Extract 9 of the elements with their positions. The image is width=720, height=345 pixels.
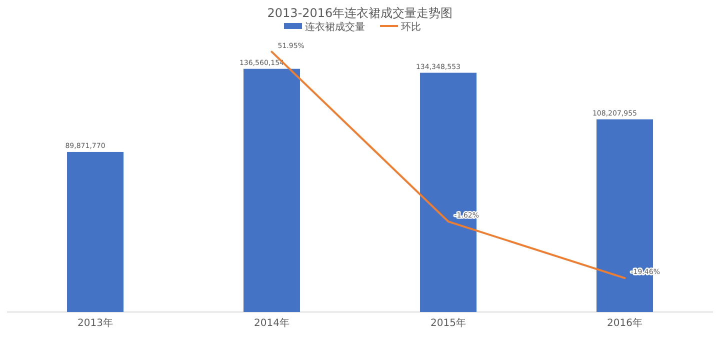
legend-label: 环比 (401, 21, 421, 33)
x-tick-label: 2013年 (78, 317, 113, 329)
legend-label: 连衣裙成交量 (305, 21, 365, 33)
x-tick-label: 2015年 (430, 317, 466, 329)
x-tick-label: 2014年 (254, 317, 290, 329)
chart-title: 2013-2016年连衣裙成交量走势图 (267, 6, 453, 20)
bar (244, 68, 300, 312)
bar (67, 152, 124, 312)
x-tick-label: 2016年 (607, 317, 642, 329)
